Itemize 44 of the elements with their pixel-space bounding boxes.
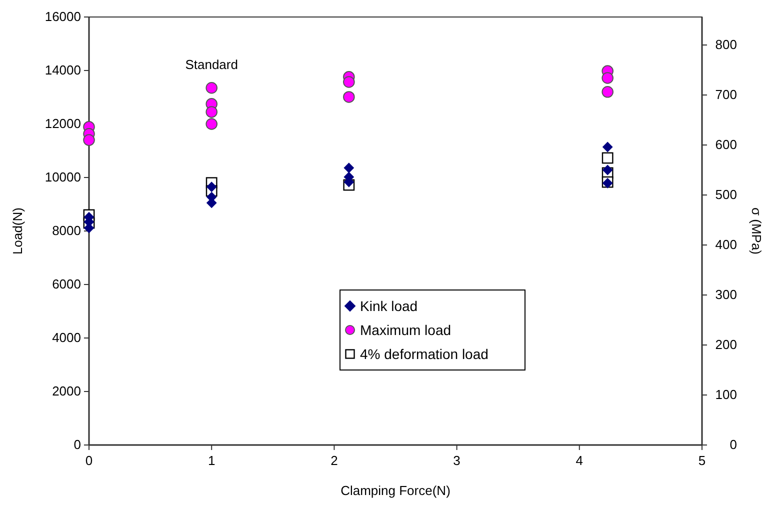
point xyxy=(602,72,614,84)
y-axis-title: Load(N) xyxy=(10,208,25,254)
y-tick-label: 4000 xyxy=(52,330,81,345)
x-tick-label: 3 xyxy=(453,453,460,468)
x-tick-label: 0 xyxy=(85,453,93,468)
x-axis-title: Clamping Force(N) xyxy=(340,483,450,498)
y-tick-label: 6000 xyxy=(52,276,81,292)
y-tick-label: 2000 xyxy=(52,384,81,398)
y-tick-label: 8000 xyxy=(52,223,81,238)
point xyxy=(206,106,218,118)
y2-tick-label: 200 xyxy=(715,337,737,352)
y2-tick-label: 0 xyxy=(730,437,737,452)
x-tick-label: 4 xyxy=(576,453,584,468)
x-tick-label: 5 xyxy=(698,453,706,468)
point xyxy=(602,152,614,164)
y2-tick-label: 700 xyxy=(715,87,737,102)
y2-tick-label: 300 xyxy=(715,287,737,302)
point xyxy=(206,118,218,130)
point xyxy=(602,165,613,176)
y2-tick-label: 600 xyxy=(715,137,737,152)
y2-tick-label: 500 xyxy=(715,187,737,202)
y2-axis-title: σ (MPa) xyxy=(749,207,764,255)
y2-tick-label: 100 xyxy=(715,387,737,402)
legend-label: Maximum load xyxy=(360,322,452,338)
point xyxy=(344,162,354,173)
annotation: Standard xyxy=(185,57,238,72)
y-tick-label: 10000 xyxy=(44,170,81,184)
point xyxy=(83,134,95,146)
legend-label: Kink load xyxy=(360,298,418,314)
point xyxy=(343,76,355,88)
legend-label: 4% deformation load xyxy=(360,346,488,362)
y-tick-label: 12000 xyxy=(44,116,81,131)
point xyxy=(602,142,613,152)
point xyxy=(206,82,218,94)
y2-tick-label: 400 xyxy=(715,237,737,252)
point xyxy=(206,182,217,192)
y-tick-label: 16000 xyxy=(44,9,81,24)
y-tick-label: 0 xyxy=(74,437,81,452)
point xyxy=(602,86,614,98)
y2-tick-label: 800 xyxy=(715,37,737,52)
x-tick-label: 2 xyxy=(330,453,338,468)
x-tick-label: 1 xyxy=(208,453,216,468)
y-tick-label: 14000 xyxy=(44,62,81,78)
point xyxy=(343,91,355,103)
